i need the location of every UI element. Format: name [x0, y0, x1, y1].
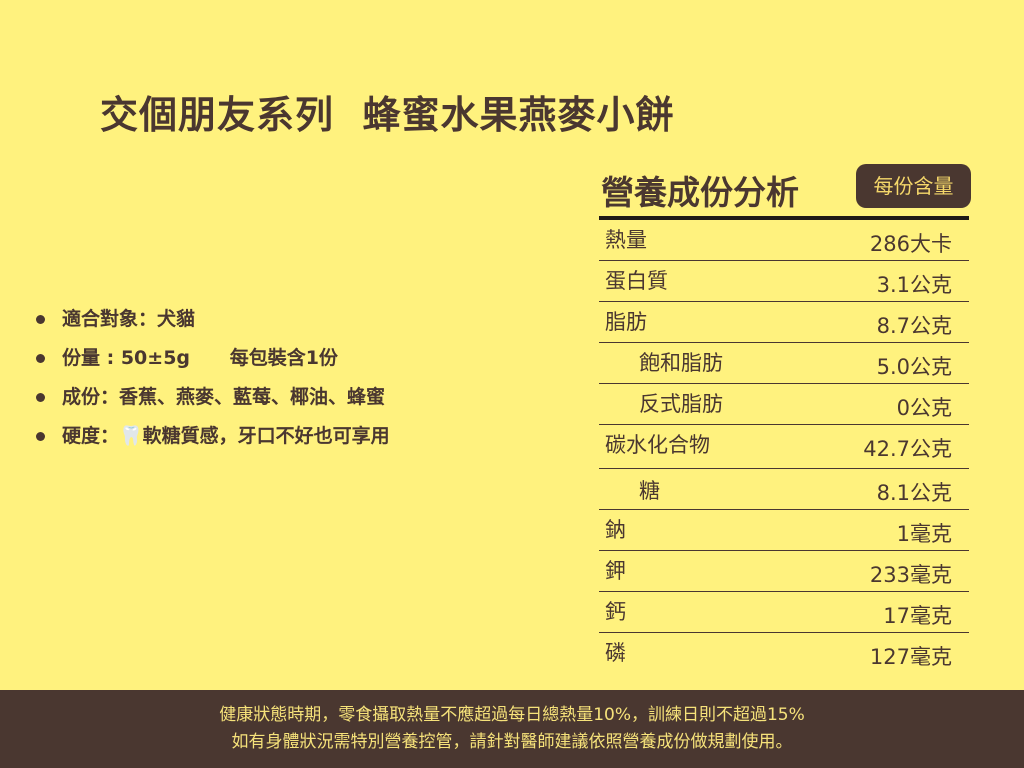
- row-label: 飽和脂肪: [639, 351, 723, 375]
- row-label: 熱量: [605, 228, 647, 252]
- footer-line-2: 如有身體狀況需特別營養控管，請針對醫師建議依照營養成份做規劃使用。: [231, 732, 793, 752]
- row-value: 233毫克: [869, 563, 952, 587]
- row-value: 286大卡: [869, 232, 952, 256]
- list-item: 成份：香蕉、燕麥、藍莓、椰油、蜂蜜: [36, 382, 390, 421]
- table-row: 鈉 1毫克: [599, 510, 969, 551]
- row-label: 磷: [605, 641, 626, 665]
- page-title: 交個朋友系列 蜂蜜水果燕麥小餅: [100, 93, 675, 137]
- list-item: 適合對象：犬貓: [36, 304, 390, 343]
- row-value: 1毫克: [896, 522, 952, 546]
- row-value: 8.7公克: [876, 314, 952, 338]
- row-value: 17毫克: [883, 604, 952, 628]
- row-value: 8.1公克: [876, 481, 952, 505]
- table-row: 蛋白質 3.1公克: [599, 261, 969, 302]
- nutrition-title: 營養成份分析: [601, 173, 799, 212]
- list-item: 硬度：🦷軟糖質感，牙口不好也可享用: [36, 421, 390, 460]
- table-row: 鈣 17毫克: [599, 592, 969, 633]
- bullet-icon: [36, 432, 45, 441]
- row-label: 鈣: [605, 600, 626, 624]
- bullet-icon: [36, 354, 45, 363]
- footer-line-1: 健康狀態時期，零食攝取熱量不應超過每日總熱量10%，訓練日則不超過15%: [219, 705, 805, 725]
- table-row: 碳水化合物 42.7公克: [599, 425, 969, 469]
- row-label: 反式脂肪: [639, 392, 723, 416]
- row-label: 蛋白質: [605, 269, 668, 293]
- row-label: 脂肪: [605, 310, 647, 334]
- bullet-icon: [36, 393, 45, 402]
- table-row: 反式脂肪 0公克: [599, 384, 969, 425]
- row-value: 5.0公克: [876, 355, 952, 379]
- table-row: 鉀 233毫克: [599, 551, 969, 592]
- row-value: 42.7公克: [863, 437, 952, 461]
- product-info-list: 適合對象：犬貓 份量 : 50±5g 每包裝含1份 成份：香蕉、燕麥、藍莓、椰油…: [36, 304, 390, 460]
- footer-notice: 健康狀態時期，零食攝取熱量不應超過每日總熱量10%，訓練日則不超過15% 如有身…: [0, 690, 1024, 768]
- row-label: 鉀: [605, 559, 626, 583]
- row-value: 127毫克: [869, 645, 952, 669]
- row-label: 鈉: [605, 518, 626, 542]
- per-serving-badge: 每份含量: [856, 164, 971, 208]
- row-label: 糖: [639, 479, 660, 503]
- table-row: 飽和脂肪 5.0公克: [599, 343, 969, 384]
- list-item: 份量 : 50±5g 每包裝含1份: [36, 343, 390, 382]
- table-row: 脂肪 8.7公克: [599, 302, 969, 343]
- row-value: 0公克: [896, 396, 952, 420]
- target-text: 適合對象：犬貓: [62, 308, 196, 330]
- ingredients-text: 成份：香蕉、燕麥、藍莓、椰油、蜂蜜: [62, 386, 386, 408]
- table-row: 磷 127毫克: [599, 633, 969, 673]
- nutrition-table: 熱量 286大卡 蛋白質 3.1公克 脂肪 8.7公克 飽和脂肪 5.0公克 反式脂肪 0…: [599, 216, 969, 673]
- table-row: 熱量 286大卡: [599, 220, 969, 261]
- table-row: 糖 8.1公克: [599, 469, 969, 510]
- row-value: 3.1公克: [876, 273, 952, 297]
- bullet-icon: [36, 315, 45, 324]
- portion-text: 份量 : 50±5g 每包裝含1份: [62, 347, 338, 369]
- row-label: 碳水化合物: [605, 433, 710, 457]
- hardness-text: 硬度：🦷軟糖質感，牙口不好也可享用: [62, 425, 390, 447]
